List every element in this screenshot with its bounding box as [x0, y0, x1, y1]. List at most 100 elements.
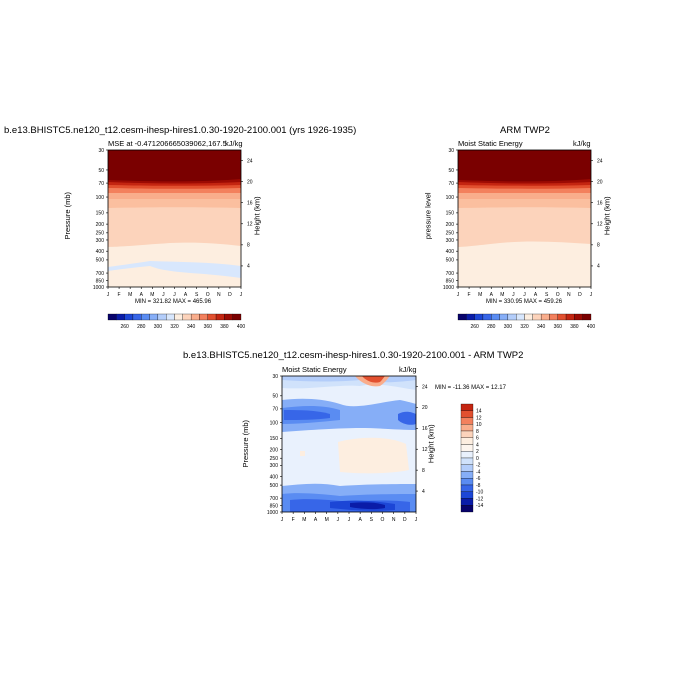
panel2-colorbar-swatch — [474, 313, 484, 321]
panel1-ytick-label: 1000 — [93, 285, 104, 291]
panel2-ytick-right-label: 16 — [597, 200, 603, 206]
panel3-xtick-label: D — [403, 517, 407, 523]
panel2-ytick-label: 700 — [446, 271, 455, 277]
panel3-colorbar-label: 12 — [476, 415, 482, 421]
panel3-xtick-label: M — [302, 517, 306, 523]
panel3-ytick-label: 300 — [270, 463, 279, 469]
panel1-subtitle: MSE at -0.471206665039062,167.5 — [108, 139, 227, 148]
panel3-colorbar-label: 2 — [476, 449, 479, 455]
panel1-colorbar-swatch — [207, 313, 217, 321]
panel1-ytick-label: 100 — [96, 195, 105, 201]
panel1-xtick-label: J — [173, 292, 176, 298]
panel2-stats: MIN = 330.95 MAX = 459.26 — [486, 299, 563, 305]
axes-ticks-layer: J F M A M J J A S O N D J305070100150200250300400500… — [93, 148, 603, 523]
panel2-colorbar-label: 380 — [570, 324, 579, 330]
panel3-colorbar-label: 6 — [476, 436, 479, 442]
panel1-ytick-right-label: 12 — [247, 222, 253, 228]
panel2-colorbar-swatch — [516, 313, 525, 321]
panel3-xtick-label: A — [314, 517, 318, 523]
panel1-ytick-label: 850 — [96, 278, 105, 284]
panel3-ytick-right-label: 8 — [422, 468, 425, 474]
panel3-xtick-label: N — [392, 517, 396, 523]
panel2-xtick-label: A — [534, 292, 538, 298]
panel3-xtick-label: F — [292, 517, 295, 523]
panel3-colorbar-swatch — [460, 498, 474, 506]
panel3-xtick-label: J — [281, 517, 284, 523]
panel3-colorbar-label: -10 — [476, 490, 483, 496]
panel1-colorbar-label: 380 — [220, 324, 229, 330]
panel2-ytick-label: 150 — [446, 211, 455, 217]
panel2-ytick-label: 100 — [446, 195, 455, 201]
panel3-ytick-right-label: 12 — [422, 447, 428, 453]
panel1-ytick-right-label: 20 — [247, 179, 253, 185]
panel2-xtick-label: A — [490, 292, 494, 298]
panel1-xtick-label: N — [217, 292, 221, 298]
panel2-ytick-label: 70 — [448, 181, 454, 187]
panel2-colorbar-swatch — [524, 313, 533, 321]
panel1-xtick-label: A — [184, 292, 188, 298]
panel3-colorbar-swatch — [460, 484, 474, 492]
panel2-xtick-label: O — [556, 292, 560, 298]
panel1-xtick-label: J — [107, 292, 110, 298]
panel2-xtick-label: F — [468, 292, 471, 298]
panel3-title: b.e13.BHISTC5.ne120_t12.cesm-ihesp-hires… — [183, 350, 524, 361]
panel1-xtick-label: O — [206, 292, 210, 298]
panel2-xtick-label: M — [478, 292, 482, 298]
panel2-ytick-right-label: 12 — [597, 222, 603, 228]
panel1-ytick-label: 200 — [96, 222, 105, 228]
panel3-colorbar-label: -4 — [476, 469, 481, 475]
panel3-colorbar-label: -6 — [476, 476, 481, 482]
panel3-xtick-label: J — [337, 517, 340, 523]
panel1-colorbar-swatch — [141, 313, 150, 321]
panel3-colorbar-swatch — [460, 403, 474, 411]
panel3-colorbar-label: 14 — [476, 409, 482, 415]
panel1-xtick-label: J — [162, 292, 165, 298]
panel3-xtick-label: M — [325, 517, 329, 523]
panel1-colorbar-swatch — [199, 313, 208, 321]
panel2-colorbar-swatch — [466, 313, 475, 321]
panel1-colorbar-swatch — [116, 313, 125, 321]
panel1-xtick-label: F — [118, 292, 121, 298]
panel1-colorbar-swatch — [224, 313, 233, 321]
panel3-xtick-label: J — [348, 517, 351, 523]
panel1-ytick-right-label: 24 — [247, 158, 253, 164]
panel1-ytick-label: 250 — [96, 231, 105, 237]
panel2-units: kJ/kg — [573, 139, 591, 148]
panel1-colorbar-label: 340 — [187, 324, 196, 330]
panel1-colorbar-swatch — [157, 313, 167, 321]
panel1-colorbar-swatch — [166, 313, 175, 321]
panel3-colorbar-swatch — [460, 451, 474, 459]
panel1-xtick-label: S — [195, 292, 199, 298]
panel1-colorbar-swatch — [149, 313, 159, 321]
panel1-title: b.e13.BHISTC5.ne120_t12.cesm-ihesp-hires… — [4, 125, 357, 136]
panel3-ytick-label: 100 — [270, 420, 279, 426]
panel2-colorbar-swatch — [507, 313, 517, 321]
panel2-ytick-label: 500 — [446, 258, 455, 264]
panel3-colorbar-label: 10 — [476, 422, 482, 428]
panel2-field — [458, 150, 591, 287]
panel1-ytick-label: 30 — [98, 148, 104, 154]
panel1-colorbar-swatch — [124, 313, 134, 321]
panel2-ytick-label: 400 — [446, 249, 455, 255]
panel2-colorbar-swatch — [582, 313, 592, 321]
panel1-stats: MIN = 321.82 MAX = 465.96 — [135, 299, 212, 305]
panel1-colorbar-label: 360 — [204, 324, 213, 330]
panel2-title: ARM TWP2 — [500, 125, 550, 136]
panel2-ytick-label: 30 — [448, 148, 454, 154]
panel3-ytick-label: 30 — [272, 374, 278, 380]
panel3-ytick-right-label: 20 — [422, 405, 428, 411]
panel2-colorbar-swatch — [491, 313, 500, 321]
colorbars-layer: 260 280 300 320 340 360 380 400 260 280 300 320 340 3… — [107, 313, 595, 513]
panel1-colorbar-swatch — [132, 313, 142, 321]
panel2-xtick-label: J — [523, 292, 526, 298]
panel3-colorbar-label: -12 — [476, 496, 483, 502]
panel2-ytick-label: 850 — [446, 278, 455, 284]
panel3-xtick-label: O — [381, 517, 385, 523]
panel3-ytick-label: 400 — [270, 474, 279, 480]
panel2-xtick-label: J — [457, 292, 460, 298]
panel1-xtick-label: M — [150, 292, 154, 298]
panel3-xtick-label: J — [415, 517, 418, 523]
panel3-colorbar-label: -14 — [476, 503, 483, 509]
panel2-ytick-right-label: 8 — [597, 243, 600, 249]
panel2-colorbar-label: 260 — [470, 324, 479, 330]
